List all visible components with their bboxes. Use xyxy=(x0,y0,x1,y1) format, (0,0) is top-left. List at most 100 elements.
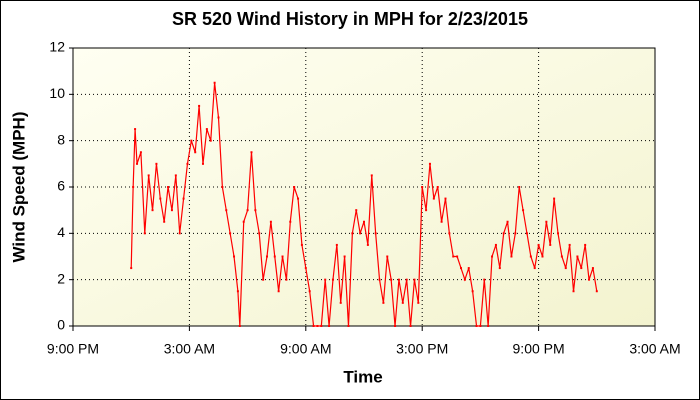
point xyxy=(324,278,327,281)
point xyxy=(498,267,501,270)
point xyxy=(343,255,346,258)
point xyxy=(525,232,528,235)
point xyxy=(409,325,412,327)
point xyxy=(242,220,245,223)
point xyxy=(560,255,563,258)
point xyxy=(186,162,189,165)
point xyxy=(436,186,439,188)
point xyxy=(588,278,591,281)
x-tick-label: 3:00 AM xyxy=(629,341,680,357)
point xyxy=(510,255,513,258)
point xyxy=(246,209,249,212)
point xyxy=(355,209,358,212)
point xyxy=(136,162,139,165)
point xyxy=(163,220,166,223)
point xyxy=(351,232,354,235)
point xyxy=(130,267,133,270)
point xyxy=(452,255,455,258)
point xyxy=(182,197,185,200)
y-tick-label: 8 xyxy=(57,131,65,147)
point xyxy=(553,197,556,200)
point xyxy=(213,81,216,84)
point xyxy=(576,255,579,258)
point xyxy=(460,267,462,270)
point xyxy=(262,278,265,281)
point xyxy=(359,232,362,235)
point xyxy=(289,220,292,223)
point xyxy=(269,220,272,223)
point xyxy=(382,301,385,304)
point xyxy=(421,186,424,188)
point xyxy=(568,243,571,246)
point xyxy=(479,325,482,327)
point xyxy=(328,325,331,327)
y-tick-label: 0 xyxy=(57,317,65,333)
point xyxy=(595,290,598,293)
plot-area xyxy=(73,48,655,326)
point xyxy=(233,255,236,258)
point xyxy=(254,209,257,212)
point xyxy=(425,209,428,212)
point xyxy=(432,197,435,200)
point xyxy=(225,209,228,212)
point xyxy=(491,255,494,258)
point xyxy=(397,278,400,281)
point xyxy=(205,128,208,131)
point xyxy=(238,325,241,327)
point xyxy=(194,151,197,154)
y-tick-label: 2 xyxy=(57,270,65,286)
point xyxy=(456,255,459,258)
point xyxy=(440,220,443,223)
point xyxy=(487,325,490,327)
x-tick-label: 3:00 PM xyxy=(396,341,448,357)
point xyxy=(304,267,307,270)
point xyxy=(308,290,311,293)
point xyxy=(339,301,342,304)
y-tick-label: 4 xyxy=(57,224,65,240)
point xyxy=(285,278,288,281)
point xyxy=(533,267,536,270)
point xyxy=(174,174,177,177)
point xyxy=(281,255,284,258)
point xyxy=(413,278,416,281)
y-tick-label: 12 xyxy=(49,39,65,55)
point xyxy=(293,186,296,188)
point xyxy=(537,243,540,246)
y-tick-label: 10 xyxy=(49,85,65,101)
point xyxy=(448,232,451,235)
point xyxy=(258,232,261,235)
point xyxy=(250,151,253,154)
point xyxy=(374,232,377,235)
x-axis-title: Time xyxy=(343,367,382,386)
point xyxy=(134,128,137,131)
point xyxy=(580,267,583,270)
point xyxy=(331,278,334,281)
point xyxy=(155,162,158,165)
point xyxy=(444,197,447,200)
point xyxy=(178,232,181,235)
point xyxy=(147,174,150,177)
point xyxy=(347,325,350,327)
y-axis-title: Wind Speed (MPH) xyxy=(9,112,28,263)
x-tick-label: 9:00 PM xyxy=(513,341,565,357)
point xyxy=(518,186,521,188)
point xyxy=(386,255,389,258)
point xyxy=(502,232,505,235)
point xyxy=(401,301,404,304)
point xyxy=(297,197,300,200)
point xyxy=(467,267,470,270)
point xyxy=(151,209,154,212)
point xyxy=(529,255,532,258)
point xyxy=(159,197,162,200)
point xyxy=(277,290,280,293)
point xyxy=(139,151,142,154)
point xyxy=(514,232,517,235)
point xyxy=(167,186,170,188)
point xyxy=(236,290,239,293)
point xyxy=(584,243,587,246)
point xyxy=(217,116,220,119)
point xyxy=(320,325,323,327)
point xyxy=(390,278,393,281)
point xyxy=(549,243,552,246)
x-tick-label: 3:00 AM xyxy=(164,341,215,357)
